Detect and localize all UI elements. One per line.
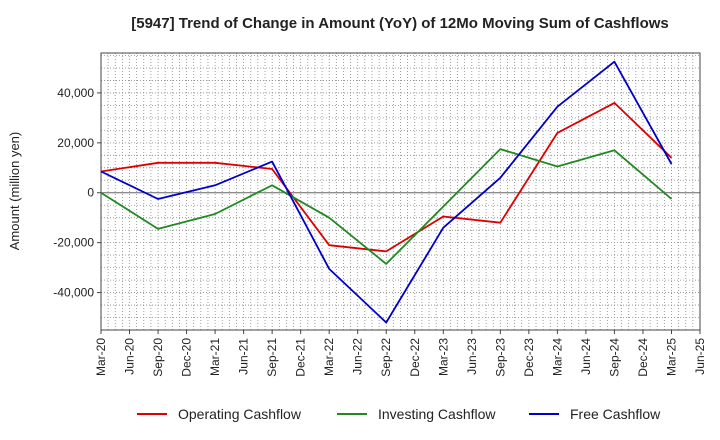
x-tick-label: Dec-22 <box>408 338 422 377</box>
plot-frame <box>100 52 701 331</box>
x-tick-label: Jun-22 <box>351 338 365 375</box>
x-tick-label: Jun-25 <box>693 338 707 375</box>
x-tick-label: Sep-20 <box>151 338 165 377</box>
x-tick-label: Dec-23 <box>522 338 536 377</box>
series-layer <box>100 60 673 324</box>
x-tick-label: Jun-20 <box>123 338 137 375</box>
x-tick-label: Dec-20 <box>180 338 194 377</box>
grid-layer <box>100 53 700 330</box>
x-tick-label: Mar-21 <box>208 338 222 376</box>
y-axis-title: Amount (million yen) <box>7 132 22 251</box>
x-tick-label: Mar-20 <box>94 338 108 376</box>
x-tick-label: Mar-25 <box>664 338 678 376</box>
y-tick-label: 40,000 <box>57 86 94 100</box>
x-tick-label: Dec-24 <box>636 338 650 377</box>
x-tick-label: Mar-24 <box>550 338 564 376</box>
legend: Operating Cashflow Investing Cashflow Free… <box>137 406 661 422</box>
x-tick-label: Jun-24 <box>579 338 593 375</box>
chart-title: [5947] Trend of Change in Amount (YoY) o… <box>131 15 669 32</box>
plot-border <box>100 52 701 331</box>
x-axis: Mar-20 Jun-20 Sep-20 Dec-20 Mar-21 Jun-21 Sep-… <box>94 330 707 377</box>
operating-cashflow-line <box>100 102 673 253</box>
investing-cashflow-line <box>100 148 673 265</box>
x-tick-label: Sep-22 <box>379 338 393 377</box>
free-cashflow-line <box>100 60 673 324</box>
legend-label-operating-cashflow: Operating Cashflow <box>178 406 302 422</box>
legend-label-free-cashflow: Free Cashflow <box>570 406 661 422</box>
y-axis: -40,000 -20,000 0 20,000 40,000 <box>53 86 101 300</box>
x-tick-label: Jun-21 <box>237 338 251 375</box>
x-tick-label: Dec-21 <box>294 338 308 377</box>
x-tick-label: Mar-22 <box>322 338 336 376</box>
y-tick-label: -20,000 <box>53 236 94 250</box>
x-tick-label: Sep-23 <box>493 338 507 377</box>
x-tick-label: Sep-21 <box>265 338 279 377</box>
y-tick-label: 20,000 <box>57 136 94 150</box>
legend-label-investing-cashflow: Investing Cashflow <box>378 406 496 422</box>
x-tick-label: Mar-23 <box>436 338 450 376</box>
y-tick-label: 0 <box>87 186 94 200</box>
x-tick-label: Jun-23 <box>465 338 479 375</box>
x-tick-label: Sep-24 <box>607 338 621 377</box>
y-tick-label: -40,000 <box>53 286 94 300</box>
